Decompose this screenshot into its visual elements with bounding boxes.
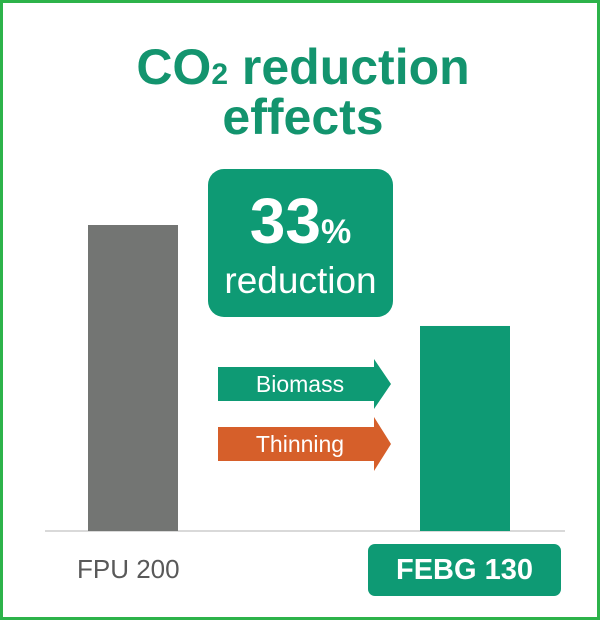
reduction-label: reduction bbox=[224, 260, 377, 301]
title-reduction: reduction bbox=[228, 39, 470, 95]
title-subscript: 2 bbox=[211, 58, 228, 91]
x-tick-label-fpu200: FPU 200 bbox=[77, 554, 180, 584]
reduction-value: 33 bbox=[249, 185, 321, 257]
title-co: CO bbox=[136, 39, 212, 95]
thinning-label: Thinning bbox=[256, 431, 344, 457]
bar-fpu200 bbox=[88, 225, 178, 531]
bar-febg130 bbox=[420, 325, 510, 531]
chart-title-line1: CO2 reduction bbox=[3, 39, 600, 103]
chart-title-line2: effects bbox=[222, 89, 384, 145]
biomass-label: Biomass bbox=[256, 371, 344, 397]
biomass-arrow bbox=[218, 359, 391, 409]
thinning-arrow bbox=[218, 417, 391, 471]
bars-group bbox=[88, 225, 510, 531]
x-tick-label-febg130: FEBG 130 bbox=[368, 544, 561, 596]
reduction-unit: % bbox=[320, 213, 352, 251]
reduction-callout: 33% reduction bbox=[208, 169, 393, 317]
reduction-percent: 33% bbox=[208, 189, 393, 264]
bar-chart: Biomass Thinning bbox=[45, 225, 565, 532]
